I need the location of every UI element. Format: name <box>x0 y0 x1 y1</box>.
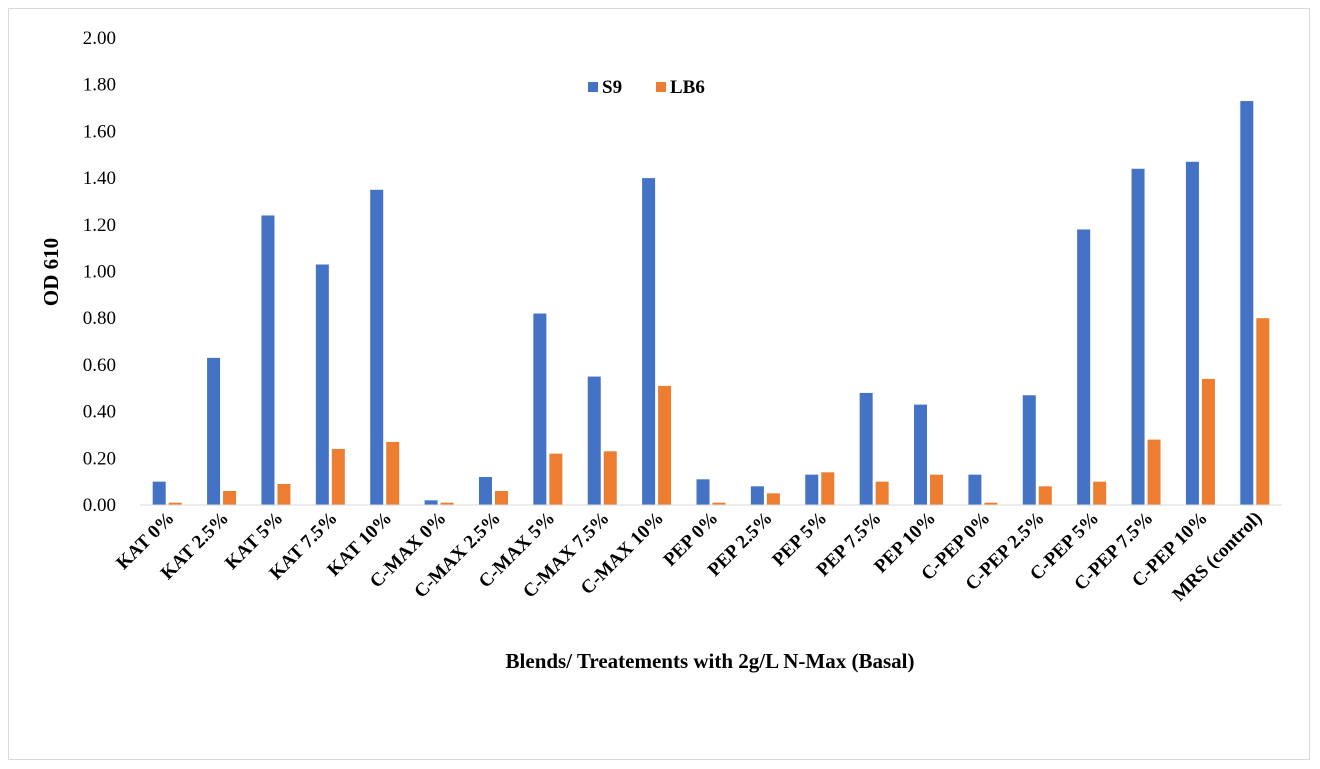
bar-s9 <box>533 313 547 505</box>
bar-s9 <box>478 476 492 505</box>
bar-s9 <box>1240 101 1254 506</box>
y-tick-label: 2.00 <box>83 28 116 49</box>
bar-s9 <box>859 392 873 505</box>
bar-s9 <box>261 215 275 505</box>
bar-s9 <box>750 486 764 505</box>
bar-lb6 <box>712 502 726 505</box>
bar-lb6 <box>658 385 672 505</box>
y-axis-ticks: 0.00 0.20 0.40 0.60 0.80 1.00 1.20 1.40 1.60 1.80… <box>83 28 116 516</box>
bar-lb6 <box>1201 378 1215 505</box>
legend-label-s9: S9 <box>602 77 622 98</box>
bar-lb6 <box>386 441 400 505</box>
bar-lb6 <box>984 502 998 505</box>
y-tick-label: 1.80 <box>83 75 116 96</box>
bar-lb6 <box>331 448 345 505</box>
x-axis-title: Blends/ Treatements with 2g/L N-Max (Bas… <box>506 649 915 673</box>
bar-s9 <box>152 481 166 505</box>
bar-s9 <box>370 189 384 505</box>
bar-s9 <box>424 500 438 505</box>
bar-s9 <box>1022 395 1036 505</box>
bar-lb6 <box>603 451 617 505</box>
bar-s9 <box>968 474 982 505</box>
y-tick-label: 0.80 <box>83 308 116 329</box>
bar-s9 <box>207 357 221 505</box>
y-tick-label: 1.20 <box>83 215 116 236</box>
y-axis-title: OD 610 <box>39 238 63 306</box>
bar-s9 <box>1077 229 1091 505</box>
bars <box>152 101 1270 506</box>
bar-lb6 <box>1038 486 1052 505</box>
bar-lb6 <box>1256 318 1270 505</box>
bar-s9 <box>1131 168 1145 505</box>
bar-s9 <box>315 264 329 505</box>
y-tick-label: 0.40 <box>83 402 116 423</box>
bar-lb6 <box>277 483 291 505</box>
bar-lb6 <box>168 502 182 505</box>
bar-s9 <box>1185 161 1199 505</box>
legend-swatch-lb6 <box>656 82 666 92</box>
legend-swatch-s9 <box>588 82 598 92</box>
bar-lb6 <box>1147 439 1161 505</box>
bar-lb6 <box>1093 481 1107 505</box>
bar-lb6 <box>821 472 835 505</box>
bar-lb6 <box>875 481 889 505</box>
legend-label-lb6: LB6 <box>670 77 705 98</box>
bar-lb6 <box>930 474 944 505</box>
bar-s9 <box>587 376 601 505</box>
y-tick-label: 1.00 <box>83 262 116 283</box>
y-tick-label: 0.60 <box>83 355 116 376</box>
x-axis-ticks: KAT 0%KAT 2.5%KAT 5%KAT 7.5%KAT 10%C-MAX… <box>112 508 1266 606</box>
y-tick-label: 0.00 <box>83 495 116 516</box>
bar-s9 <box>696 479 710 505</box>
bar-lb6 <box>766 493 780 505</box>
bar-s9 <box>805 474 819 505</box>
bar-lb6 <box>549 453 563 505</box>
bar-s9 <box>914 404 928 505</box>
chart-frame <box>8 8 1310 760</box>
bar-lb6 <box>223 490 237 505</box>
bar-s9 <box>642 178 656 505</box>
bar-lb6 <box>494 490 508 505</box>
y-tick-label: 0.20 <box>83 448 116 469</box>
legend: S9 LB6 <box>588 77 705 98</box>
y-tick-label: 1.40 <box>83 168 116 189</box>
y-tick-label: 1.60 <box>83 121 116 142</box>
bar-lb6 <box>440 502 454 505</box>
